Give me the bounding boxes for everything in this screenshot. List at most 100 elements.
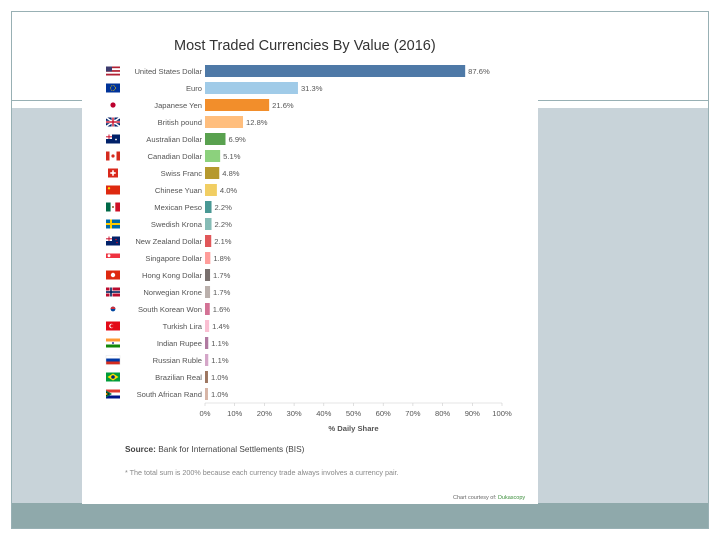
value-label: 1.1% [211, 356, 229, 365]
category-label: Canadian Dollar [148, 152, 203, 161]
x-tick-label: 30% [286, 409, 301, 418]
category-label: New Zealand Dollar [135, 237, 202, 246]
bar [205, 252, 210, 264]
bar [205, 286, 210, 298]
category-label: Turkish Lira [163, 322, 203, 331]
x-tick-label: 90% [465, 409, 480, 418]
value-label: 2.1% [214, 237, 232, 246]
category-label: Singapore Dollar [145, 254, 202, 263]
category-label: United States Dollar [134, 67, 202, 76]
category-label: Japanese Yen [154, 101, 202, 110]
bar [205, 320, 209, 332]
au-flag-icon [106, 135, 120, 144]
bar [205, 65, 465, 77]
bar [205, 303, 210, 315]
category-label: South African Rand [137, 390, 202, 399]
value-label: 4.8% [222, 169, 240, 178]
bar [205, 167, 219, 179]
br-flag-icon [106, 373, 120, 382]
credit-link[interactable]: Dukascopy [498, 495, 525, 501]
bar [205, 201, 212, 213]
x-axis-title: % Daily Share [328, 424, 378, 433]
x-tick-label: 20% [257, 409, 272, 418]
no-flag-icon [106, 288, 120, 297]
footer-band [12, 503, 708, 528]
value-label: 1.0% [211, 373, 229, 382]
footnote: * The total sum is 200% because each cur… [125, 468, 399, 477]
category-label: Brazilian Real [155, 373, 202, 382]
ch-flag-icon [108, 169, 118, 178]
value-label: 1.7% [213, 271, 231, 280]
value-label: 87.6% [468, 67, 490, 76]
category-label: Swiss Franc [161, 169, 203, 178]
sg-flag-icon [106, 254, 120, 263]
x-tick-label: 100% [492, 409, 512, 418]
bar [205, 371, 208, 383]
bar [205, 354, 208, 366]
bar [205, 99, 269, 111]
category-label: Mexican Peso [154, 203, 202, 212]
value-label: 1.6% [213, 305, 231, 314]
credit-prefix: Chart courtesy of: [453, 495, 496, 501]
value-label: 1.1% [211, 339, 229, 348]
value-label: 1.8% [213, 254, 231, 263]
bar [205, 269, 210, 281]
ru-flag-icon [106, 356, 120, 365]
value-label: 6.9% [228, 135, 246, 144]
eu-flag-icon [106, 84, 120, 93]
category-label: Australian Dollar [146, 135, 202, 144]
cn-flag-icon [106, 186, 120, 195]
bar [205, 184, 217, 196]
x-tick-label: 80% [435, 409, 450, 418]
category-label: Norwegian Krone [143, 288, 202, 297]
source-name: Bank for International Settlements (BIS) [158, 444, 304, 454]
category-label: British pound [158, 118, 202, 127]
value-label: 2.2% [215, 220, 233, 229]
source-line: Source: Bank for International Settlemen… [125, 444, 304, 454]
x-tick-label: 10% [227, 409, 242, 418]
chart-credit: Chart courtesy of: Dukascopy [453, 495, 525, 501]
category-label: Swedish Krona [151, 220, 203, 229]
x-tick-label: 40% [316, 409, 331, 418]
bar [205, 116, 243, 128]
value-label: 4.0% [220, 186, 238, 195]
chart-card: Most Traded Currencies By Value (2016) U… [82, 28, 538, 504]
nz-flag-icon [106, 237, 120, 246]
source-label: Source: [125, 444, 156, 454]
value-label: 2.2% [215, 203, 233, 212]
category-label: Indian Rupee [157, 339, 202, 348]
value-label: 5.1% [223, 152, 241, 161]
gb-flag-icon [106, 118, 120, 127]
bar [205, 150, 220, 162]
bar [205, 388, 208, 400]
tr-flag-icon [106, 322, 120, 331]
category-label: Russian Ruble [153, 356, 202, 365]
x-tick-label: 50% [346, 409, 361, 418]
value-label: 31.3% [301, 84, 323, 93]
x-tick-label: 60% [376, 409, 391, 418]
x-tick-label: 0% [200, 409, 211, 418]
x-tick-label: 70% [405, 409, 420, 418]
category-label: Euro [186, 84, 202, 93]
jp-flag-icon [106, 101, 120, 110]
category-label: South Korean Won [138, 305, 202, 314]
kr-flag-icon [106, 305, 120, 314]
za-flag-icon [106, 390, 120, 399]
bar [205, 337, 208, 349]
ca-flag-icon [106, 152, 120, 161]
value-label: 1.4% [212, 322, 230, 331]
in-flag-icon [106, 339, 120, 348]
value-label: 21.6% [272, 101, 294, 110]
bar [205, 133, 225, 145]
category-label: Chinese Yuan [155, 186, 202, 195]
bar [205, 218, 212, 230]
se-flag-icon [106, 220, 120, 229]
bar [205, 82, 298, 94]
us-flag-icon [106, 67, 120, 76]
value-label: 1.7% [213, 288, 231, 297]
value-label: 1.0% [211, 390, 229, 399]
mx-flag-icon [106, 203, 120, 212]
hk-flag-icon [106, 271, 120, 280]
category-label: Hong Kong Dollar [142, 271, 202, 280]
bar [205, 235, 211, 247]
